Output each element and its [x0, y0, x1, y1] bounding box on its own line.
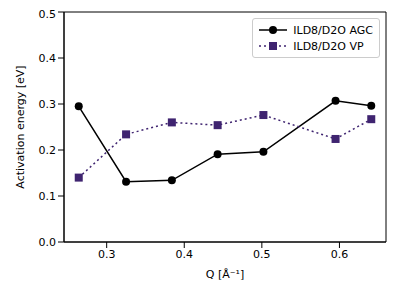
svg-text:0.4: 0.4 [39, 52, 57, 65]
svg-text:0.0: 0.0 [39, 236, 57, 249]
html-text:ILD8/D2O VP: ILD8/D2O VP [293, 39, 364, 53]
svg-text:0.2: 0.2 [39, 144, 57, 157]
svg-text:0.5: 0.5 [39, 8, 57, 21]
svg-text:0.4: 0.4 [176, 248, 194, 261]
svg-text:Activation energy [eV]: Activation energy [eV] [14, 65, 27, 188]
html-text:ILD8/D2O AGC: ILD8/D2O AGC [293, 23, 373, 37]
svg-text:0.5: 0.5 [253, 248, 271, 261]
svg-text:0.3: 0.3 [98, 248, 116, 261]
svg-text:0.3: 0.3 [39, 98, 57, 111]
svg-text:0.6: 0.6 [331, 248, 349, 261]
svg-text:0.1: 0.1 [39, 190, 57, 203]
svg-text:Q [Å⁻¹]: Q [Å⁻¹] [206, 268, 244, 281]
